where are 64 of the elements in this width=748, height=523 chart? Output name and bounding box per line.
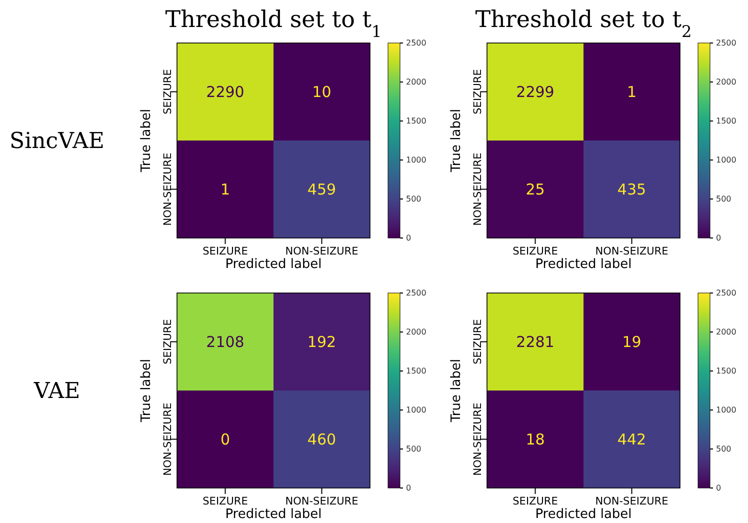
data-label: 1 — [626, 83, 637, 101]
x-tick-label: SEIZURE — [202, 495, 248, 508]
color-bar-label: 1500 — [716, 116, 736, 126]
color-bar-label: 2500 — [406, 38, 426, 48]
color-bar-label: 2000 — [716, 328, 736, 337]
color-bar-label: 0 — [716, 234, 722, 243]
data-label: 10 — [312, 83, 332, 101]
y-axis-title: True label — [449, 108, 464, 174]
x-axis-title: Predicted label — [535, 507, 632, 522]
x-tick-label: NON-SEIZURE — [595, 245, 668, 258]
data-label: 2108 — [206, 333, 244, 351]
color-bar-label: 1000 — [716, 156, 736, 165]
y-axis-title: True label — [139, 108, 154, 174]
color-bar-label: 1500 — [716, 366, 736, 376]
color-bar-label: 0 — [716, 484, 722, 493]
y-tick-label: SEIZURE — [162, 69, 174, 114]
data-label: 459 — [307, 180, 336, 198]
x-tick-label: SEIZURE — [202, 245, 248, 258]
y-tick-label: SEIZURE — [162, 319, 174, 364]
color-bar-label: 500 — [716, 444, 732, 454]
color-bar-label: 500 — [406, 444, 422, 454]
data-label: 0 — [220, 430, 230, 448]
data-label: 19 — [622, 333, 642, 351]
data-label: 18 — [526, 430, 545, 448]
chart-title: Threshold set to t$_{2}$ — [475, 7, 692, 40]
color-bar-label: 1500 — [406, 116, 426, 126]
color-bar-label: 1000 — [716, 406, 736, 415]
color-bar-label: 0 — [406, 484, 412, 493]
data-label: 25 — [526, 180, 545, 198]
data-label: 1 — [220, 180, 230, 198]
color-bar-label: 0 — [406, 234, 412, 243]
y-axis-title: True label — [139, 358, 154, 424]
x-axis-title: Predicted label — [225, 257, 322, 272]
color-bar-label: 2000 — [406, 328, 426, 337]
color-bar-label: 500 — [716, 194, 732, 204]
data-label: 460 — [307, 430, 336, 448]
color-bar-label: 2000 — [716, 78, 736, 87]
x-axis-title: Predicted label — [535, 257, 632, 272]
text: SincVAE — [10, 129, 104, 154]
data-label: 435 — [617, 180, 646, 198]
text: VAE — [32, 379, 80, 404]
x-tick-label: NON-SEIZURE — [285, 495, 358, 508]
color-bar-label: 500 — [406, 194, 422, 204]
x-tick-label: SEIZURE — [512, 495, 558, 508]
color-bar-label: 2500 — [716, 38, 736, 48]
data-label: 2290 — [206, 83, 244, 101]
y-tick-label: SEIZURE — [472, 319, 484, 364]
color-bar-label: 2000 — [406, 78, 426, 87]
x-axis-title: Predicted label — [225, 507, 322, 522]
y-axis-title: True label — [449, 358, 464, 424]
x-tick-label: NON-SEIZURE — [285, 245, 358, 258]
data-label: 2299 — [516, 83, 554, 101]
data-label: 2281 — [516, 333, 554, 351]
color-bar-label: 1000 — [406, 406, 426, 415]
chart-title: Threshold set to t$_{1}$ — [165, 7, 382, 40]
data-label: 192 — [307, 333, 336, 351]
color-bar-label: 1000 — [406, 156, 426, 165]
data-label: 442 — [617, 430, 646, 448]
x-tick-label: NON-SEIZURE — [595, 495, 668, 508]
color-bar-label: 2500 — [716, 288, 736, 298]
x-tick-label: SEIZURE — [512, 245, 558, 258]
y-tick-label: SEIZURE — [472, 69, 484, 114]
color-bar-label: 1500 — [406, 366, 426, 376]
color-bar-label: 2500 — [406, 288, 426, 298]
